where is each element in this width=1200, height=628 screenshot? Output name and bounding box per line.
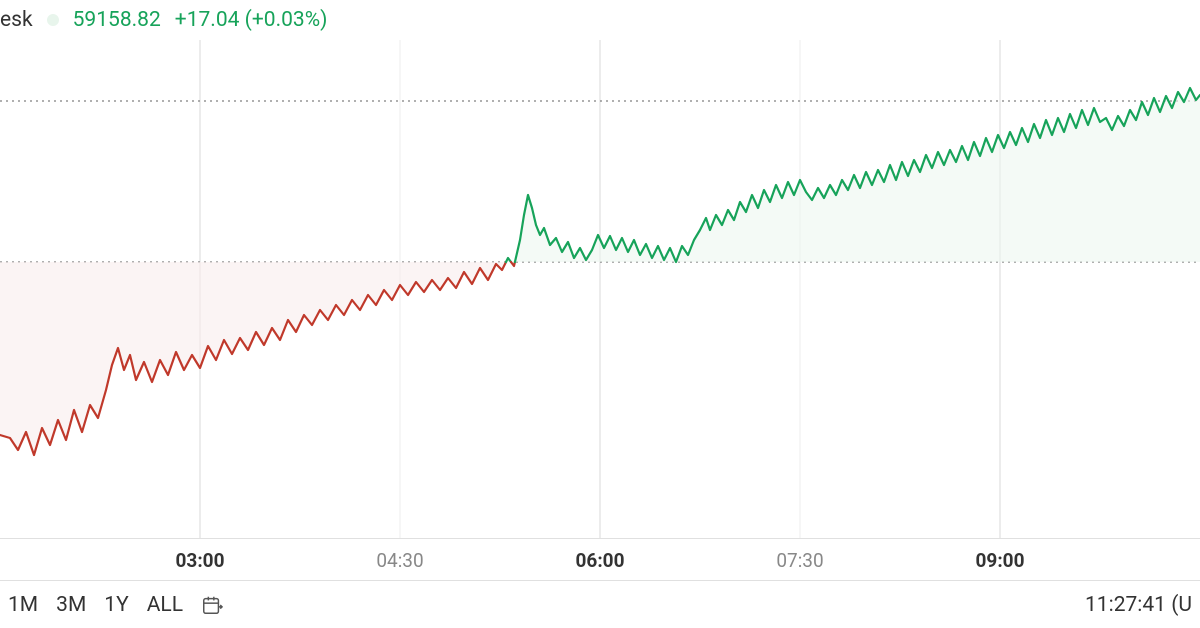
- price-chart[interactable]: [0, 40, 1200, 538]
- range-button-3m[interactable]: 3M: [56, 593, 86, 617]
- market-status-dot: [47, 14, 59, 26]
- price-change-abs: +17.04: [175, 8, 240, 32]
- x-axis-tick: 03:00: [176, 549, 225, 572]
- ticker-name-fragment: esk: [0, 8, 33, 32]
- timestamp: 11:27:41 (U: [1085, 593, 1192, 617]
- x-axis-tick: 09:00: [976, 549, 1025, 572]
- range-button-1m[interactable]: 1M: [8, 593, 38, 617]
- x-axis: 03:00 04:30 06:00 07:30 09:00: [0, 538, 1200, 580]
- range-button-1y[interactable]: 1Y: [104, 593, 128, 617]
- range-button-all[interactable]: ALL: [147, 593, 183, 617]
- range-selector: 1M 3M 1Y ALL: [8, 593, 183, 617]
- price-header: esk 59158.82 +17.04 (+0.03%): [0, 0, 1200, 40]
- calendar-icon[interactable]: [201, 594, 223, 616]
- chart-svg: [0, 40, 1200, 538]
- x-axis-tick: 06:00: [576, 549, 625, 572]
- current-price: 59158.82: [73, 8, 161, 32]
- price-change-pct: (+0.03%): [245, 8, 328, 32]
- x-axis-tick: 04:30: [376, 549, 423, 572]
- x-axis-tick: 07:30: [776, 549, 823, 572]
- price-change: +17.04 (+0.03%): [175, 8, 328, 32]
- chart-footer: 1M 3M 1Y ALL 11:27:41 (U: [0, 580, 1200, 628]
